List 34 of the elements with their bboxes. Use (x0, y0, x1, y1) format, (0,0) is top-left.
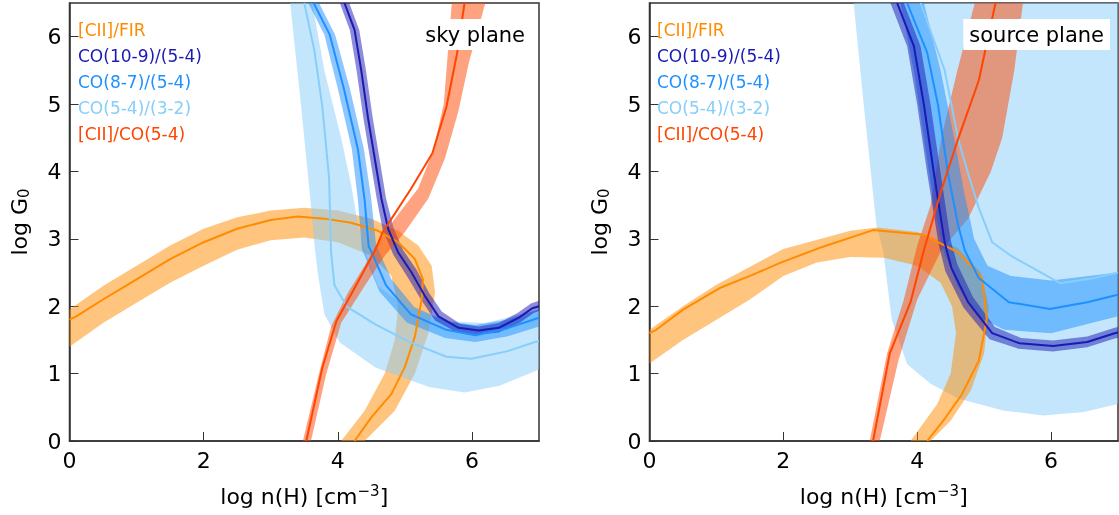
text: CO(8-7)/(5-4) (78, 71, 192, 92)
y-tick-label: 0 (47, 428, 62, 454)
text: CO(8-7)/(5-4) (657, 71, 771, 92)
y-tick-label: 1 (47, 361, 62, 387)
x-tick-label: 4 (330, 447, 345, 473)
y-tick-label: 0 (627, 428, 642, 454)
text: CO(5-4)/(3-2) (78, 97, 192, 118)
text: [CII]/CO(5-4) (78, 123, 186, 144)
text: CO(10-9)/(5-4) (657, 45, 781, 66)
y-tick-label: 6 (627, 24, 642, 50)
y-tick-label: 4 (627, 158, 642, 184)
text: [CII]/CO(5-4) (657, 123, 765, 144)
text: CO(10-9)/(5-4) (78, 45, 202, 66)
y-tick-label: 3 (47, 226, 62, 252)
x-tick-label: 4 (910, 447, 925, 473)
x-tick-label: 2 (196, 447, 211, 473)
text: CO(5-4)/(3-2) (657, 97, 771, 118)
y-tick-label: 2 (47, 293, 62, 319)
y-tick-label: 3 (627, 226, 642, 252)
y-tick-label: 5 (627, 91, 642, 117)
x-tick-label: 2 (776, 447, 791, 473)
annotation: source plane (969, 22, 1105, 47)
x-tick-label: 6 (464, 447, 479, 473)
y-axis-title: log G0 (586, 188, 613, 256)
y-tick-label: 5 (47, 91, 62, 117)
annotation: sky plane (425, 22, 526, 47)
y-tick-label: 6 (47, 24, 62, 50)
text: [CII]/FIR (78, 19, 146, 40)
y-tick-label: 2 (627, 293, 642, 319)
y-tick-label: 4 (47, 158, 62, 184)
text: [CII]/FIR (657, 19, 725, 40)
x-tick-label: 6 (1044, 447, 1059, 473)
y-tick-label: 1 (627, 361, 642, 387)
y-axis-title: log G0 (6, 188, 33, 256)
